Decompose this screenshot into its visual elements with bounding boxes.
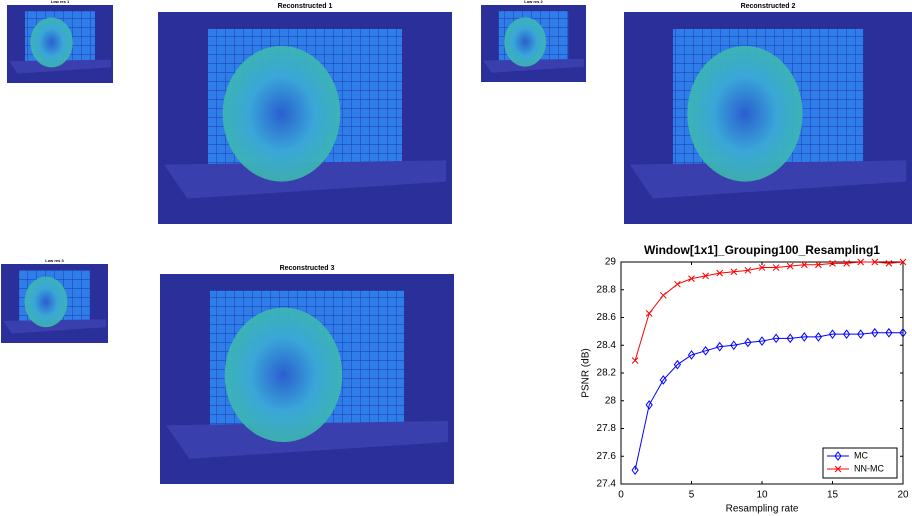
marker [687,350,696,360]
marker [758,336,766,346]
panel-title: Reconstructed 1 [278,3,333,10]
legend-label: NN-MC [854,463,884,473]
marker [701,345,710,356]
table-edge [9,59,111,74]
marker [716,269,724,277]
panel-title: Low res 2 [524,0,543,4]
chart-title: Window[1x1]_Grouping100_Resampling1 [644,243,880,257]
marker [659,291,667,299]
flower [24,276,68,328]
flower [224,307,343,442]
y-tick-label: 28.6 [597,312,617,323]
y-tick-label: 28.8 [597,284,617,295]
marker [645,309,653,317]
marker [744,337,752,348]
marker [786,262,794,270]
marker [772,333,780,344]
flower [687,45,803,182]
flower [222,45,341,182]
panel-title: Low res 3 [45,258,64,263]
y-tick-label: 27.4 [597,479,617,490]
marker [815,261,822,269]
marker [857,329,865,339]
image-panel: Reconstructed 1 [158,3,452,224]
marker [834,451,842,461]
legend-label: MC [854,450,868,460]
y-tick-label: 27.8 [597,423,617,434]
marker [716,341,724,352]
marker [673,359,682,370]
x-tick-label: 10 [756,490,768,501]
panel-title: Reconstructed 3 [280,265,335,272]
marker [744,266,752,274]
y-axis-label: PSNR (dB) [581,348,592,397]
marker [843,260,850,267]
marker [730,340,738,351]
image-panel: Low res 3 [1,258,108,343]
table-edge [3,319,106,334]
x-tick-label: 15 [827,490,839,501]
marker [674,280,681,288]
marker [828,329,837,339]
y-tick-label: 28 [605,395,617,406]
table-edge [629,160,907,199]
marker [871,327,879,338]
x-tick-label: 20 [897,490,909,501]
marker [758,264,766,271]
y-tick-label: 28.4 [597,340,617,351]
x-tick-label: 5 [689,490,695,501]
marker [645,400,653,410]
marker [786,333,794,344]
plot-area [620,261,904,485]
marker [871,258,879,266]
data-line [634,261,904,361]
y-tick-label: 28.2 [597,368,617,379]
panel-title: Low res 1 [51,0,70,4]
x-axis-label: Resampling rate [726,504,799,515]
marker [834,465,842,473]
marker [688,275,695,283]
table-edge [163,160,447,199]
marker [659,375,667,385]
marker [814,332,823,342]
marker [800,332,808,342]
marker [829,260,836,267]
flower [504,17,547,67]
image-panel: Reconstructed 2 [624,3,912,224]
marker [899,327,907,338]
y-tick-label: 27.6 [597,451,617,462]
table-edge [483,58,584,73]
marker [899,258,907,266]
image-panel: Low res 2 [481,0,586,82]
marker [885,260,893,267]
marker [842,329,851,339]
table-edge [165,421,449,459]
panel-title: Reconstructed 2 [741,3,796,10]
x-tick-label: 0 [618,490,624,501]
marker [857,258,865,266]
marker [702,272,709,280]
y-tick-label: 29 [605,257,617,268]
image-panel: Reconstructed 3 [160,265,454,484]
marker [772,264,780,271]
marker [800,261,808,269]
flower [30,17,73,68]
marker [631,465,639,475]
marker [631,357,639,364]
marker [730,268,738,276]
legend [822,447,898,479]
image-panel: Low res 1 [7,0,113,83]
marker [885,327,893,338]
